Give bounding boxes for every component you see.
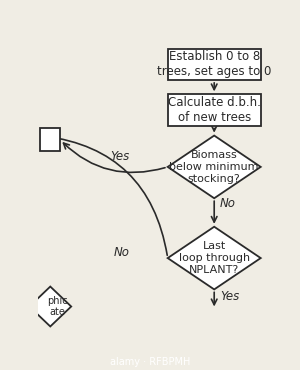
Polygon shape	[29, 286, 71, 326]
Polygon shape	[168, 135, 261, 198]
FancyBboxPatch shape	[168, 94, 261, 125]
Text: Establish 0 to 8
trees, set ages to 0: Establish 0 to 8 trees, set ages to 0	[157, 50, 272, 78]
Text: No: No	[113, 246, 129, 259]
FancyBboxPatch shape	[168, 49, 261, 80]
Text: Calculate d.b.h.
of new trees: Calculate d.b.h. of new trees	[168, 96, 261, 124]
FancyBboxPatch shape	[40, 128, 60, 151]
Text: alamy · RFBPMH: alamy · RFBPMH	[110, 357, 190, 367]
Text: Last
loop through
NPLANT?: Last loop through NPLANT?	[178, 242, 250, 275]
Text: phic
ate: phic ate	[47, 296, 68, 317]
Text: No: No	[220, 198, 236, 211]
Polygon shape	[168, 227, 261, 289]
Text: Biomass
below minimum
stocking?: Biomass below minimum stocking?	[169, 150, 259, 184]
Text: Yes: Yes	[110, 151, 130, 164]
Text: Yes: Yes	[220, 290, 239, 303]
